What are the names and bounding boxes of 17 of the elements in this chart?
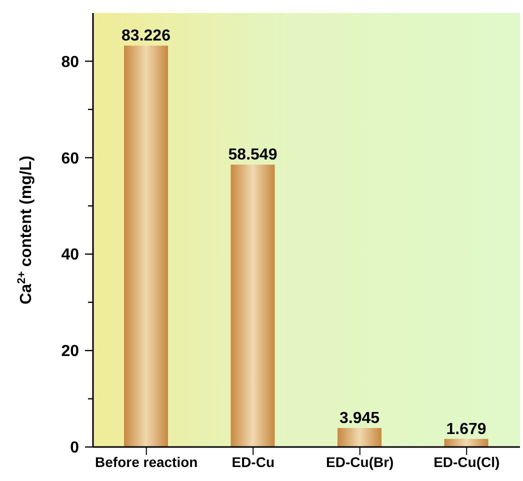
bar bbox=[444, 438, 488, 447]
bar bbox=[230, 164, 275, 447]
data-label: 58.549 bbox=[228, 146, 278, 164]
x-tick-label: ED-Cu(Cl) bbox=[434, 454, 500, 470]
y-tick-label: 20 bbox=[61, 343, 80, 360]
x-tick-label: Before reaction bbox=[95, 454, 198, 470]
bar bbox=[124, 46, 168, 447]
data-label: 1.679 bbox=[446, 420, 486, 438]
x-tick-label: ED-Cu bbox=[232, 454, 275, 470]
x-tick-label: ED-Cu(Br) bbox=[326, 454, 394, 470]
y-tick-label: 40 bbox=[61, 246, 80, 264]
data-label: 3.945 bbox=[339, 410, 380, 427]
y-tick-label: 80 bbox=[61, 54, 80, 71]
bar bbox=[338, 428, 382, 447]
y-tick-label: 60 bbox=[61, 150, 80, 168]
data-label: 83.226 bbox=[122, 28, 171, 45]
y-tick-label: 0 bbox=[70, 440, 80, 457]
